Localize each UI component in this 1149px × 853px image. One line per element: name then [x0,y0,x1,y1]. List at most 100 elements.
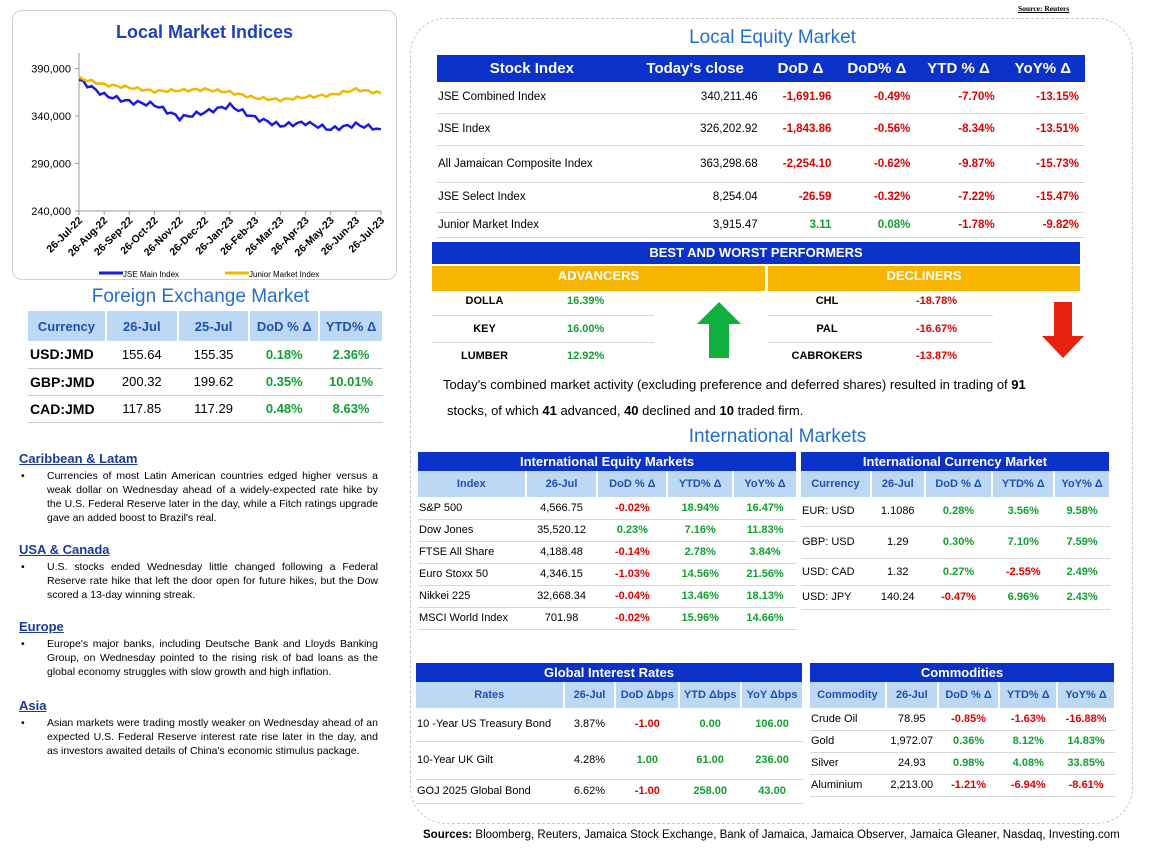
column-header: 26-Jul [105,311,179,341]
down-arrow-icon [1042,302,1084,358]
cell-value: 15.96% [667,607,734,630]
cell-value: -0.49% [837,82,917,114]
column-header: DoD % Δ [924,471,994,497]
cell-value: 106.00 [741,708,803,742]
cell-value: 140.24 [870,585,925,610]
cell-value: -9.82% [1000,212,1085,238]
sources-footer: Sources: Bloomberg, Reuters, Jamaica Sto… [423,829,1120,841]
change-pct: -13.87% [916,349,957,362]
series-line-junior [78,75,382,103]
cell-value: 236.00 [741,741,803,780]
column-header: YoY% Δ [1000,55,1085,82]
rates-title: Global Interest Rates [416,663,804,682]
news-heading: Asia [19,698,47,713]
news-text: Europe's major banks, including Deutsche… [47,638,378,678]
cell-value: 35,520.12 [525,519,598,542]
y-tick-label: 240,000 [31,206,71,218]
column-header: YoY% Δ [733,471,798,497]
table-row: 10 -Year US Treasury Bond 3.87% -1.00 0.00 1… [416,708,803,742]
cell-value: 1.29 [870,526,925,559]
row-label: FTSE All Share [418,541,526,564]
table-row: 10-Year UK Gilt 4.28% 1.00 61.00 236.00 [416,741,803,780]
ticker: CABROKERS [791,349,863,362]
news-heading: Europe [19,619,64,634]
cell-value: 9.58% [1054,497,1110,527]
cell-value: 2.78% [667,541,734,564]
cell-value: 8.63% [319,395,383,423]
cell-value: 2.36% [319,341,383,369]
cell-value: 258.00 [679,779,742,804]
cell-value: 18.13% [733,585,797,608]
cell-value: 0.98% [937,752,1000,775]
column-header: 26-Jul [563,682,617,708]
cell-value: 3.56% [992,497,1055,527]
row-label: GOJ 2025 Global Bond [416,779,564,804]
cell-value: 10.01% [319,368,383,396]
ticker: KEY [432,315,537,343]
local-indices-chart: Local Market Indices 390,000 340,000 290,0… [12,10,397,280]
cell-value: 117.29 [177,395,250,423]
row-label: 10 -Year US Treasury Bond [416,708,564,742]
intl-currency-title: International Currency Market [801,452,1111,471]
cell-value: 4,566.75 [525,497,598,520]
performer-row: DOLLA 16.39% [432,288,654,316]
performer-row: CHL -18.78% [768,288,993,316]
cell-value: 78.95 [885,708,938,731]
cell-value: 0.30% [924,526,993,559]
y-tick-label: 390,000 [31,64,71,76]
fx-table: Currency 26-Jul 25-Jul DoD % Δ YTD% Δ USD:JM… [28,311,384,423]
news-heading: Caribbean & Latam [19,451,138,466]
cell-value: -0.62% [837,145,917,183]
cell-value: -7.22% [916,182,1001,213]
advancers-header: ADVANCERS [432,266,765,291]
cell-value: -1.21% [937,774,1000,797]
performer-row: PAL -16.67% [768,315,993,343]
fx-title: Foreign Exchange Market [91,286,310,307]
row-label: Euro Stoxx 50 [418,563,526,586]
performer-row: CABROKERS -13.87% [768,342,993,369]
cell-value: 61.00 [679,741,742,780]
performers-title: BEST AND WORST PERFORMERS [432,242,1080,264]
cell-value: -15.73% [1000,145,1085,183]
cell-value: 6.62% [563,779,616,804]
news-text: U.S. stocks ended Wednesday little chang… [47,561,378,601]
column-header: YTD Δbps [679,682,743,708]
row-label: USD: CAD [801,558,871,586]
column-header: YoY% Δ [1057,682,1116,708]
cell-value: 7.59% [1054,526,1110,559]
bullet-icon: • [21,561,25,573]
table-row: EUR: USD 1.1086 0.28% 3.56% 9.58% [801,497,1110,527]
cell-value: 18.94% [667,497,734,520]
cell-value: 8,254.04 [626,182,764,213]
cell-value: -1.78% [916,212,1001,238]
table-row: CAD:JMD 117.85 117.29 0.48% 8.63% [28,395,383,423]
series-line-jse-main [78,78,382,132]
cell-value: 3.11 [763,212,838,238]
news-text: Asian markets were trading mostly weaker… [47,717,378,757]
news-item: Europe • Europe's major banks, including D… [19,620,378,679]
cell-value: -8.61% [1057,774,1115,797]
change-pct: -18.78% [886,288,993,316]
cell-value: -0.14% [597,541,668,564]
advancers-table: DOLLA 16.39% KEY 16.00% LUMBER 12.92% [432,288,654,369]
row-label: S&P 500 [418,497,526,520]
column-header: Rates [416,682,565,708]
row-label: All Jamaican Composite Index [437,145,627,183]
table-row: Euro Stoxx 50 4,346.15 -1.03% 14.56% 21.56% [418,563,797,586]
column-header: YoY% Δ [1054,471,1111,497]
news-item: USA & Canada • U.S. stocks ended Wednesday… [19,543,378,602]
column-header: YTD% Δ [999,682,1059,708]
cell-value: -0.47% [924,585,993,610]
cell-value: 1,972.07 [885,730,938,753]
cell-value: 6.96% [992,585,1055,610]
cell-value: 326,202.92 [626,113,764,146]
column-header: DoD Δbps [615,682,681,708]
row-label: MSCI World Index [418,607,526,630]
cell-value: 21.56% [733,563,797,586]
cell-value: 43.00 [741,779,803,804]
column-header: YTD % Δ [916,55,1001,82]
column-header: 26-Jul [525,471,599,497]
cell-value: -2.55% [992,558,1055,586]
table-row: GBP: USD 1.29 0.30% 7.10% 7.59% [801,526,1110,559]
